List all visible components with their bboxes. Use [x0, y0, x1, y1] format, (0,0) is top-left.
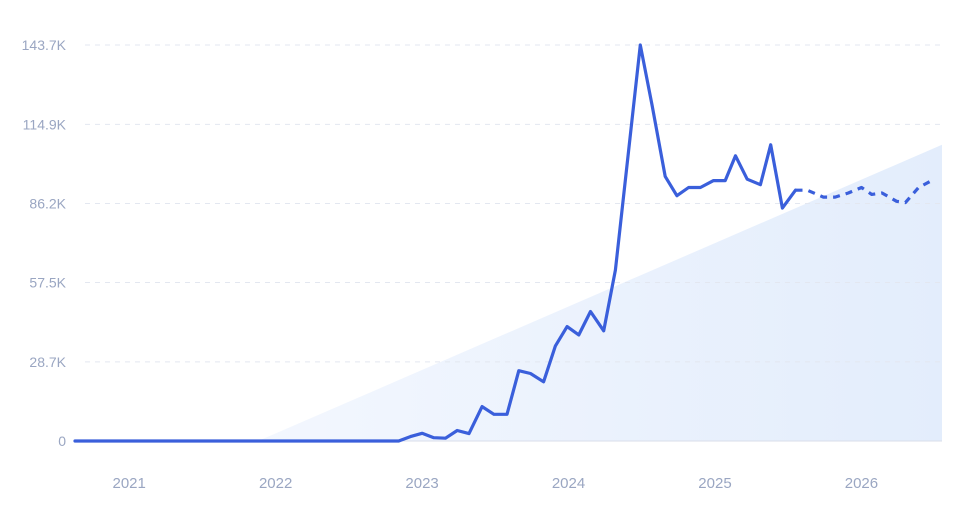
- x-tick-label: 2025: [698, 475, 731, 492]
- x-tick-label: 2026: [845, 475, 878, 492]
- forecast-series-line: [795, 179, 933, 205]
- y-gridlines: [75, 44, 942, 442]
- y-tick-label: 86.2K: [29, 195, 66, 211]
- trend-area: [258, 144, 942, 442]
- trend-fill: [258, 144, 942, 442]
- series-lines: [73, 43, 933, 443]
- x-tick-label: 2024: [552, 475, 585, 492]
- y-tick-label: 143.7K: [22, 37, 67, 53]
- y-tick-label: 0: [58, 433, 66, 449]
- y-tick-label: 57.5K: [29, 275, 66, 291]
- series-line: [73, 43, 798, 443]
- x-axis-ticks: 2021 2022 2023 2024 2025 2026: [113, 475, 879, 492]
- y-tick-label: 114.9K: [23, 116, 67, 132]
- x-tick-label: 2022: [259, 475, 292, 492]
- y-axis-ticks: 0 28.7K 57.5K 86.2K 114.9K 143.7K: [22, 37, 67, 449]
- x-tick-label: 2021: [113, 475, 146, 492]
- y-tick-label: 28.7K: [29, 354, 66, 370]
- x-tick-label: 2023: [405, 475, 438, 492]
